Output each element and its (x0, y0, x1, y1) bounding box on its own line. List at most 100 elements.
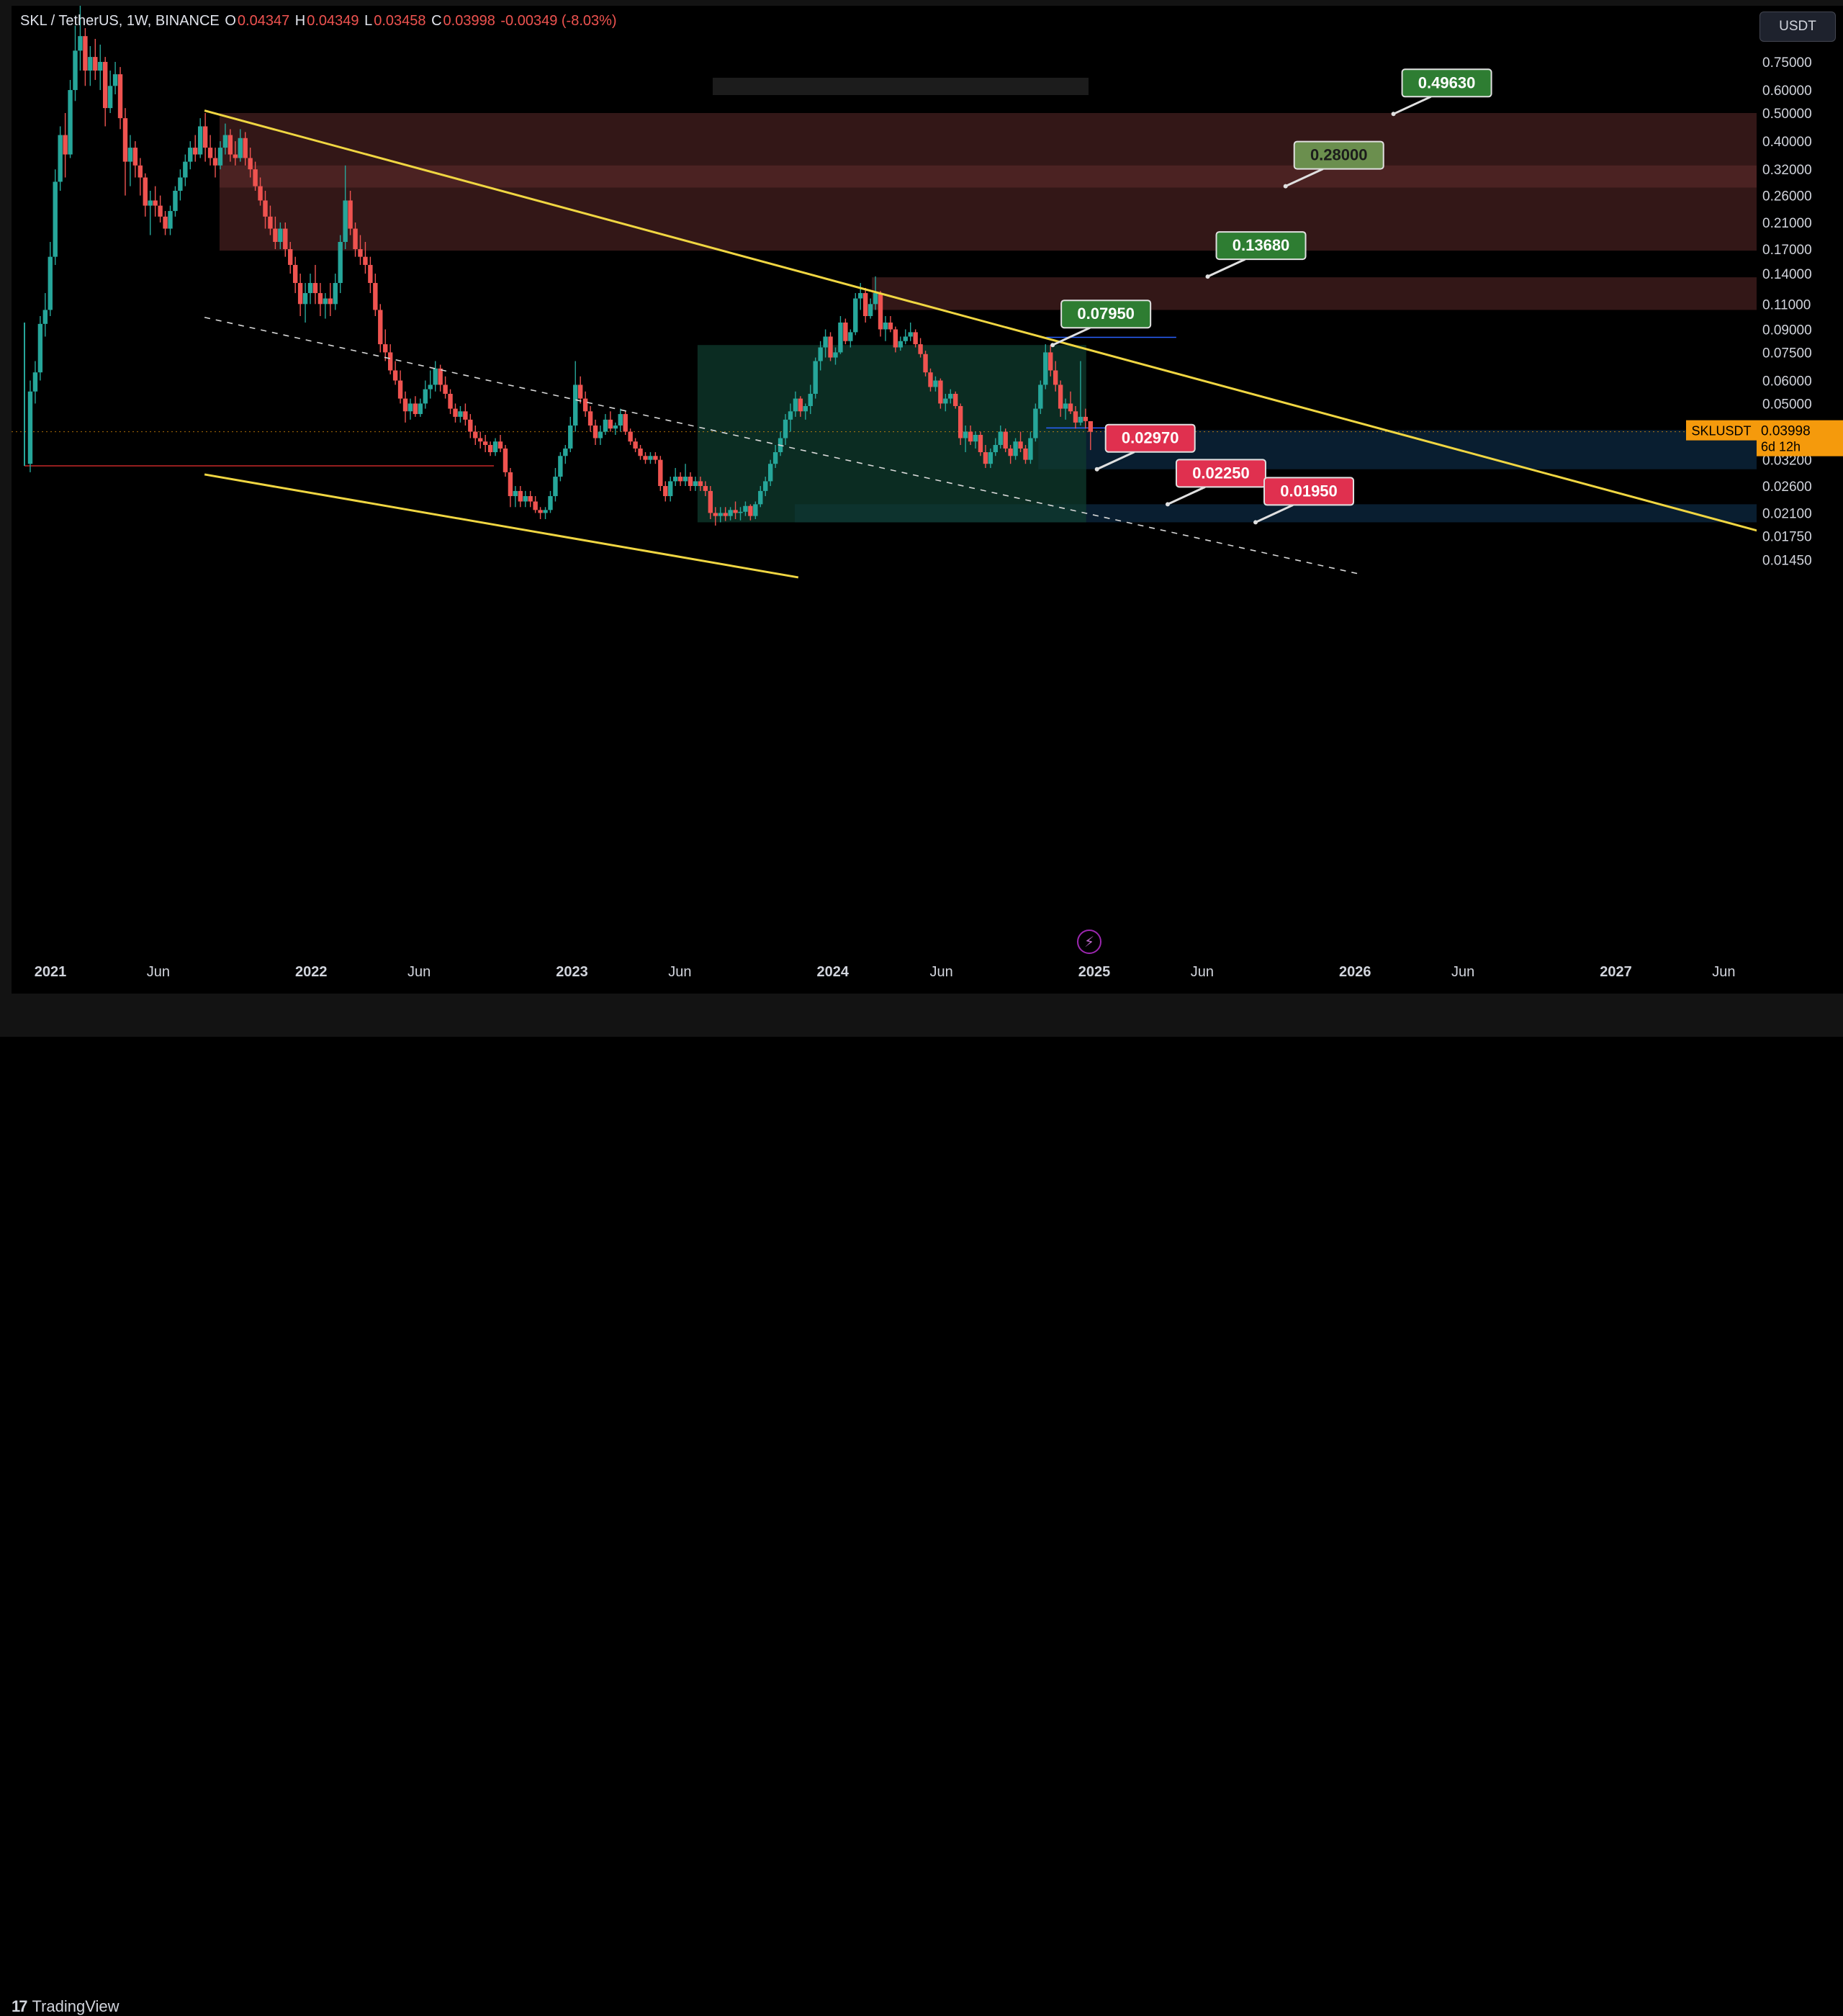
candle-body-2 (37, 323, 43, 373)
candle-body-36 (207, 148, 213, 158)
candle-body-186 (957, 405, 963, 438)
candle-body-108 (568, 426, 573, 449)
candle-body-125 (653, 456, 658, 460)
time-axis-canvas[interactable]: 2021 Jun 2022 Jun 2023 Jun 2024 Jun 2025 Jun 2026 J… (12, 956, 1757, 994)
candle-body-70 (378, 310, 383, 345)
candle-body-40 (227, 135, 233, 155)
candle-body-32 (188, 148, 193, 162)
candle-body-123 (643, 456, 648, 460)
candle-body-72 (387, 352, 393, 371)
price-label-box-3 (1060, 300, 1152, 329)
legend-open: 0.04347 (237, 13, 290, 29)
candle-body-147 (763, 481, 768, 491)
currency-button[interactable]: USDT (1759, 12, 1836, 42)
price-axis-canvas[interactable]: 0.950000.750000.600000.500000.400000.320… (1757, 6, 1843, 994)
candle-body-192 (988, 452, 993, 464)
candle-body-89 (473, 431, 478, 438)
candle-body-49 (273, 228, 278, 243)
price-tick-12: 0.07500 (1762, 346, 1812, 361)
candle-body-145 (753, 504, 758, 516)
candle-body-146 (758, 490, 763, 505)
candle-body-39 (222, 135, 228, 148)
candle-body-12 (88, 57, 93, 71)
time-tick-13: Jun (1712, 964, 1735, 980)
price-label-pointer-2 (1207, 258, 1246, 278)
legend-low: 0.03458 (374, 13, 426, 29)
candle-body-154 (798, 398, 803, 412)
candle-body-69 (373, 283, 378, 310)
candle-body-33 (193, 148, 198, 155)
candle-body-3 (42, 310, 48, 324)
candle-body-201 (1033, 408, 1038, 438)
price-label-6: 0.01950 (1280, 482, 1338, 500)
symbol-title[interactable]: SKL / TetherUS, 1W, BINANCE (20, 13, 220, 29)
candle-body-140 (728, 510, 733, 516)
candle-body-18 (117, 74, 123, 119)
price-axis[interactable]: 0.950000.750000.600000.500000.400000.320… (1757, 6, 1843, 994)
time-tick-11: Jun (1451, 964, 1474, 980)
candle-body-129 (672, 477, 678, 482)
candle-body-105 (553, 477, 558, 497)
price-tick-13: 0.06000 (1762, 374, 1812, 390)
candle-body-7 (63, 135, 68, 155)
price-tick-18: 0.01750 (1762, 529, 1812, 544)
candle-body-161 (833, 352, 838, 358)
price-label-anchor-5 (1165, 502, 1170, 507)
candle-body-48 (268, 216, 273, 229)
price-label-anchor-0 (1391, 112, 1396, 117)
candle-body-74 (397, 380, 403, 399)
candle-body-25 (153, 200, 158, 206)
candle-body-203 (1043, 352, 1048, 385)
time-tick-5: Jun (668, 964, 691, 980)
candle-body-134 (698, 481, 703, 487)
time-axis[interactable]: 2021 Jun 2022 Jun 2023 Jun 2024 Jun 2025 Jun 2026 J… (12, 956, 1757, 994)
candle-body-81 (433, 368, 438, 385)
chart-canvas[interactable]: 0.49630 0.28000 0.13680 0.07950 0.02970 0.022… (12, 2, 1785, 994)
candle-body-174 (898, 341, 904, 348)
candle-body-200 (1028, 438, 1033, 460)
candle-body-122 (638, 448, 643, 456)
trendline-solid-1 (204, 473, 799, 579)
candle-body-44 (248, 158, 253, 170)
candle-body-137 (713, 513, 718, 516)
candle-body-14 (98, 61, 103, 71)
candle-body-27 (163, 216, 168, 229)
legend-high-label: H (294, 13, 306, 29)
candle-body-22 (138, 165, 143, 178)
candle-body-132 (688, 477, 693, 487)
candle-body-4 (48, 256, 53, 310)
candle-body-28 (168, 211, 173, 229)
symbol-legend: SKL / TetherUS, 1W, BINANCE O 0.04347 H 0.… (20, 13, 618, 30)
time-tick-4: 2023 (556, 964, 588, 980)
candle-body-163 (843, 322, 848, 341)
candle-body-121 (633, 441, 638, 449)
candle-body-188 (968, 431, 973, 442)
time-tick-2: 2022 (295, 964, 328, 980)
price-tick-17: 0.02100 (1762, 506, 1812, 521)
candle-body-181 (933, 380, 938, 387)
candle-body-172 (888, 322, 893, 330)
price-label-anchor-1 (1283, 184, 1288, 189)
candle-body-159 (823, 336, 828, 348)
candle-body-63 (343, 200, 348, 243)
chart-pane[interactable]: 0.49630 0.28000 0.13680 0.07950 0.02970 0.022… (12, 2, 1785, 994)
candle-body-118 (618, 414, 623, 426)
price-label-4: 0.02970 (1122, 429, 1179, 447)
candle-body-109 (573, 384, 578, 426)
candle-body-202 (1038, 384, 1043, 409)
candle-body-139 (723, 513, 728, 516)
last-price-value: 0.03998 (1761, 424, 1811, 439)
candle-body-91 (482, 441, 488, 446)
price-label-anchor-2 (1205, 274, 1210, 279)
candle-body-31 (183, 161, 188, 178)
trendline-dashed-2 (204, 316, 1362, 575)
price-label-box-6 (1263, 477, 1355, 506)
tradingview-brand[interactable]: 17 TradingView (12, 1997, 120, 2016)
candle-body-210 (1078, 416, 1083, 423)
candle-body-9 (73, 50, 78, 91)
candle-body-101 (533, 501, 538, 510)
candle-body-128 (668, 481, 673, 497)
price-label-0: 0.49630 (1418, 73, 1476, 91)
candle-body-153 (793, 398, 798, 412)
candle-body-184 (948, 393, 953, 399)
